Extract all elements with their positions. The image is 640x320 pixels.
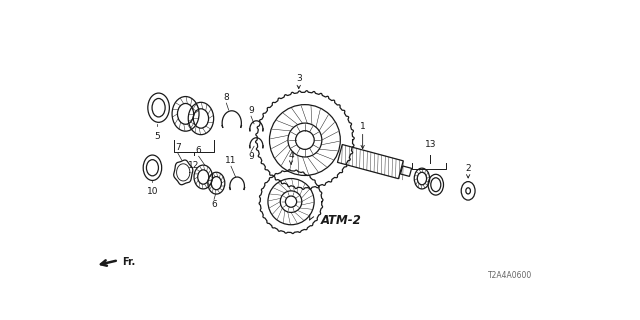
Text: 7: 7 bbox=[175, 143, 180, 152]
Text: 13: 13 bbox=[425, 140, 436, 149]
Text: 6: 6 bbox=[211, 200, 217, 209]
Text: 5: 5 bbox=[154, 132, 160, 141]
Text: 11: 11 bbox=[225, 156, 237, 165]
Text: Fr.: Fr. bbox=[122, 257, 135, 267]
Text: 1: 1 bbox=[360, 122, 365, 131]
Text: 6: 6 bbox=[196, 147, 202, 156]
Text: ATM-2: ATM-2 bbox=[320, 214, 361, 227]
Text: 4: 4 bbox=[288, 151, 294, 160]
Text: T2A4A0600: T2A4A0600 bbox=[488, 271, 532, 280]
Text: 3: 3 bbox=[296, 74, 301, 83]
Text: 10: 10 bbox=[147, 187, 158, 196]
Text: 9: 9 bbox=[248, 106, 254, 116]
Text: 9: 9 bbox=[248, 152, 254, 161]
Text: 12: 12 bbox=[188, 161, 200, 170]
Text: 8: 8 bbox=[223, 93, 229, 102]
Text: 2: 2 bbox=[465, 164, 471, 173]
